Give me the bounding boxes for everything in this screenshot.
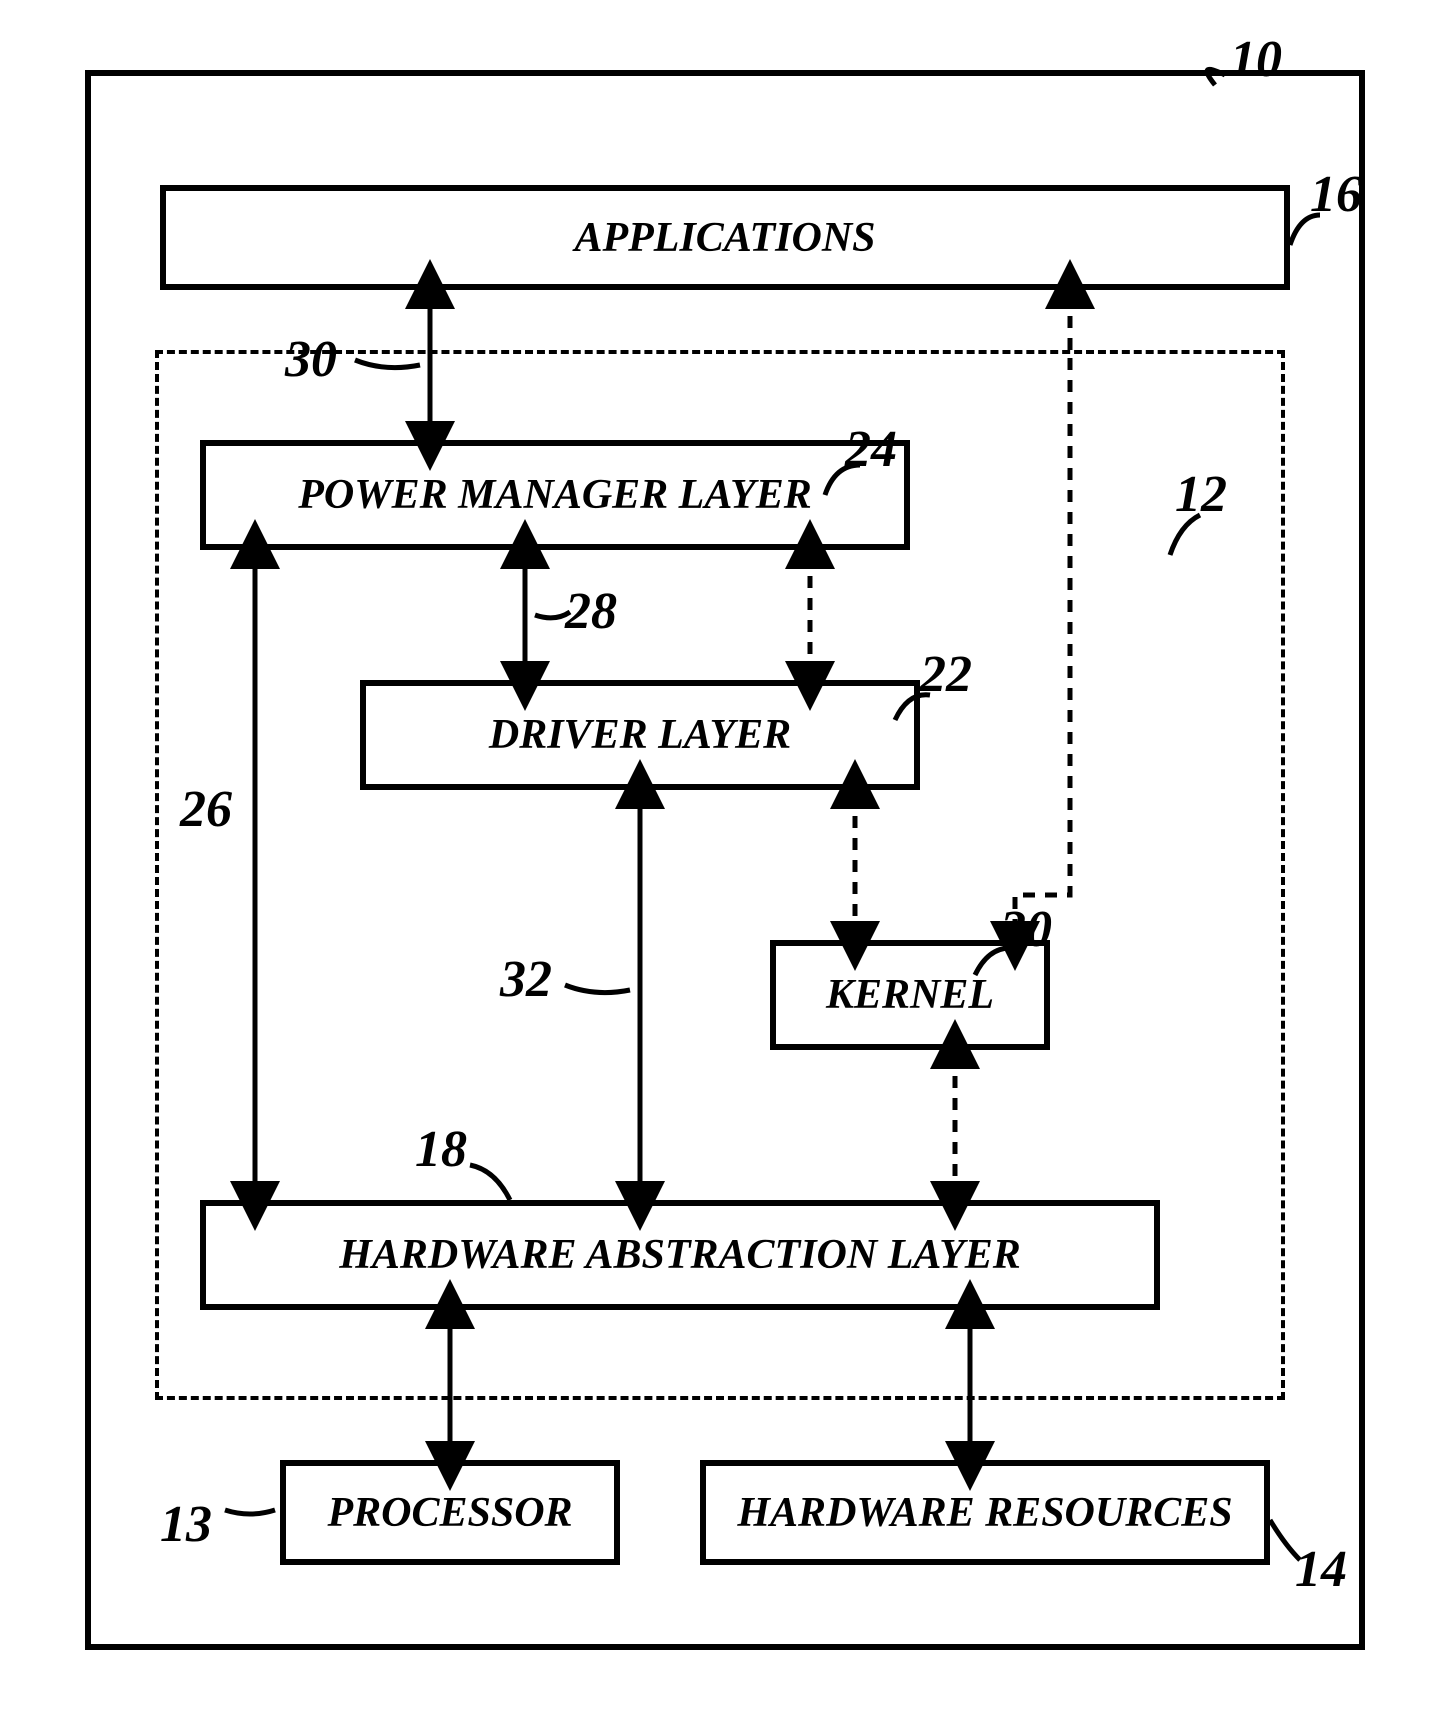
diagram-canvas: APPLICATIONS POWER MANAGER LAYER DRIVER …	[0, 0, 1442, 1715]
node-label: HARDWARE RESOURCES	[737, 1489, 1232, 1537]
node-processor: PROCESSOR	[280, 1460, 620, 1565]
node-label: KERNEL	[826, 971, 994, 1019]
ref-label-10: 10	[1230, 30, 1282, 89]
ref-label-30: 30	[285, 330, 337, 389]
node-hal: HARDWARE ABSTRACTION LAYER	[200, 1200, 1160, 1310]
ref-label-26: 26	[180, 780, 232, 839]
ref-label-20: 20	[1000, 900, 1052, 959]
node-driver-layer: DRIVER LAYER	[360, 680, 920, 790]
ref-label-24: 24	[845, 420, 897, 479]
ref-label-18: 18	[415, 1120, 467, 1179]
node-label: HARDWARE ABSTRACTION LAYER	[339, 1231, 1021, 1279]
node-hw-resources: HARDWARE RESOURCES	[700, 1460, 1270, 1565]
ref-label-16: 16	[1310, 165, 1362, 224]
node-label: DRIVER LAYER	[489, 711, 791, 759]
node-label: PROCESSOR	[327, 1489, 572, 1537]
ref-label-12: 12	[1175, 465, 1227, 524]
ref-label-22: 22	[920, 645, 972, 704]
ref-label-32: 32	[500, 950, 552, 1009]
ref-label-13: 13	[160, 1495, 212, 1554]
node-applications: APPLICATIONS	[160, 185, 1290, 290]
ref-label-28: 28	[565, 582, 617, 641]
node-power-manager: POWER MANAGER LAYER	[200, 440, 910, 550]
node-label: APPLICATIONS	[574, 214, 875, 262]
ref-label-14: 14	[1295, 1540, 1347, 1599]
node-label: POWER MANAGER LAYER	[298, 471, 811, 519]
